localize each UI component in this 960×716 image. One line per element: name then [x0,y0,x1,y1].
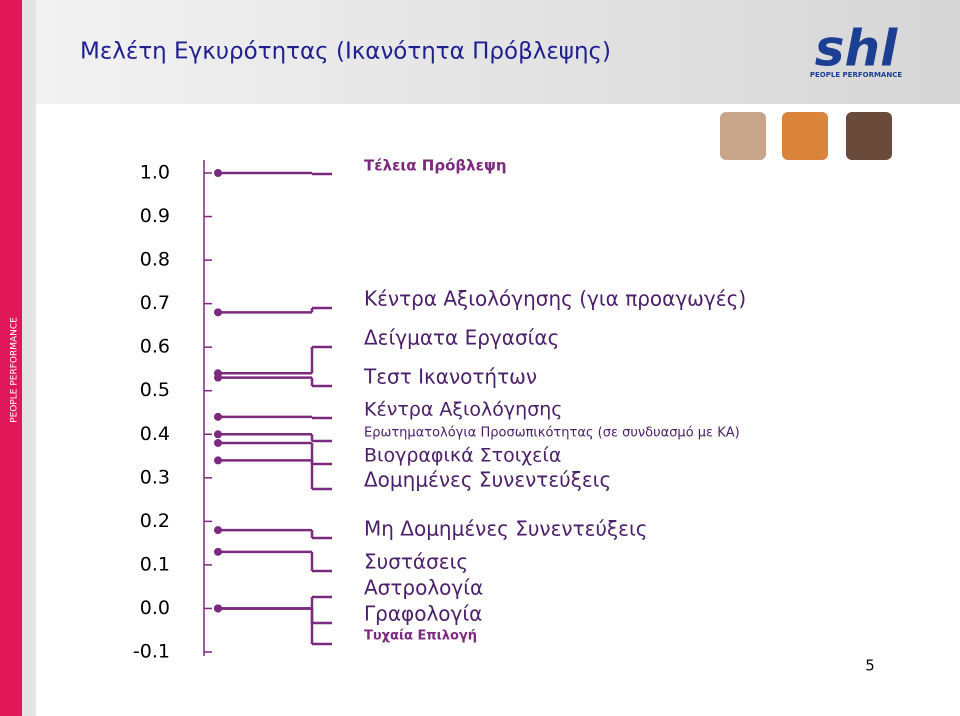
side-text: PEOPLE PERFORMANCE [10,317,20,423]
y-tick-label: 0.9 [140,205,170,227]
tagline: PEOPLE PERFORMANCE [810,71,902,79]
y-tick-label: 1.0 [140,162,170,184]
logo: shl [815,20,898,78]
side-strip [0,0,22,716]
item-label: Τυχαία Επιλογή [364,629,477,644]
photo [782,112,828,160]
item-label: Κέντρα Αξιολόγησης (για προαγωγές) [364,287,746,311]
y-tick-label: 0.4 [140,423,170,445]
side-bar [22,0,36,716]
photo [846,112,892,160]
chart-title: Μελέτη Εγκυρότητας (Ικανότητα Πρόβλεψης) [80,39,611,65]
item-label: Γραφολογία [364,602,482,626]
item-label: Τέλεια Πρόβλεψη [364,157,507,175]
item-label: Βιογραφικά Στοιχεία [364,445,561,467]
item-label: Συστάσεις [364,550,468,574]
y-tick-label: -0.1 [133,641,170,663]
header-band [36,0,960,104]
y-tick-label: 0.7 [140,292,170,314]
y-tick-label: 0.8 [140,249,170,271]
item-label: Αστρολογία [364,576,483,600]
y-tick-label: 0.3 [140,466,170,488]
y-tick-label: 0.1 [140,553,170,575]
y-tick-label: 0.5 [140,379,170,401]
page-number: 5 [865,657,875,675]
item-label: Κέντρα Αξιολόγησης [364,399,562,421]
y-tick-label: 0.0 [140,597,170,619]
photo [720,112,766,160]
item-label: Τεστ Ικανοτήτων [363,365,537,389]
item-label: Δείγματα Εργασίας [364,326,559,350]
item-label: Δομημένες Συνεντεύξεις [364,468,611,492]
item-label: Μη Δομημένες Συνεντεύξεις [364,517,647,541]
y-tick-label: 0.6 [140,336,170,358]
y-tick-label: 0.2 [140,510,170,532]
item-label: Ερωτηματολόγια Προσωπικότητας (σε συνδυα… [364,426,740,441]
